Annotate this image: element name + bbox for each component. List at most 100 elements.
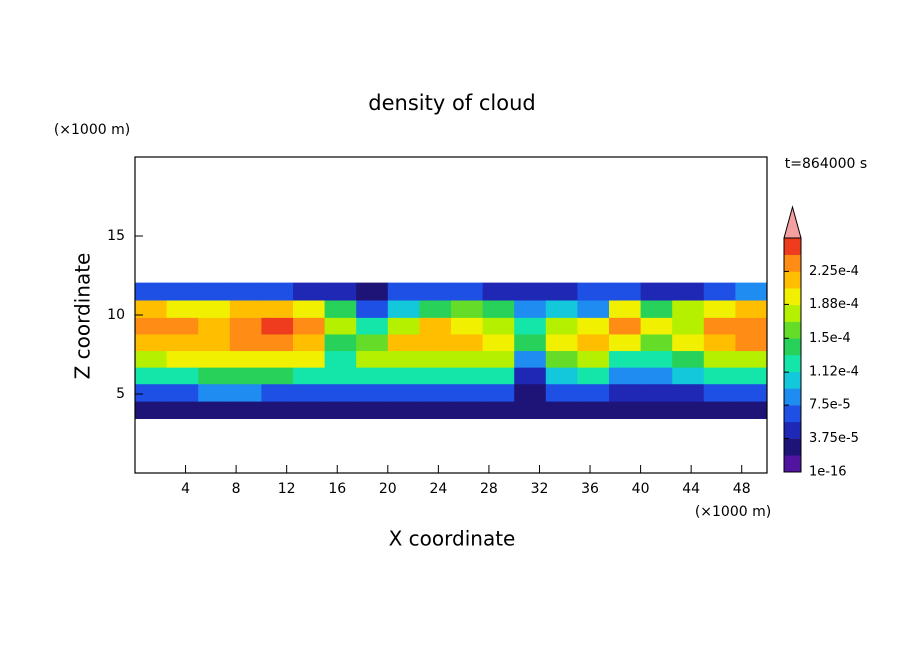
cell	[609, 299, 642, 318]
colorbar-extend	[783, 205, 802, 239]
cell	[735, 333, 768, 352]
cell	[324, 299, 357, 318]
colorbar-band	[784, 388, 801, 406]
cell	[482, 282, 515, 301]
colorbar-tick-label: 1.12e-4	[809, 365, 859, 380]
cell	[261, 383, 294, 402]
cell	[356, 317, 389, 335]
cell	[135, 299, 168, 318]
cell	[735, 383, 768, 402]
cell	[419, 333, 452, 352]
colorbar-band	[784, 421, 801, 439]
cell	[356, 383, 389, 402]
cell	[387, 383, 420, 402]
cell	[387, 401, 420, 419]
cell	[356, 333, 389, 352]
cell	[324, 282, 357, 301]
cell	[166, 401, 199, 419]
cell	[166, 282, 199, 301]
colorbar-band	[784, 371, 801, 389]
cell	[703, 350, 736, 368]
colorbar-band	[784, 321, 801, 339]
cell	[135, 333, 168, 352]
cell	[135, 350, 168, 368]
cell	[545, 367, 578, 385]
cell	[293, 333, 326, 352]
colorbar-band	[784, 355, 801, 373]
cell	[703, 282, 736, 301]
cell	[451, 333, 484, 352]
x-tick-label: 28	[480, 481, 498, 497]
cell	[735, 299, 768, 318]
cell	[640, 282, 673, 301]
cell	[387, 367, 420, 385]
cell	[419, 367, 452, 385]
cell	[419, 299, 452, 318]
cell	[356, 350, 389, 368]
cell	[703, 383, 736, 402]
cell	[293, 317, 326, 335]
cell	[261, 299, 294, 318]
cell	[135, 317, 168, 335]
cell	[356, 367, 389, 385]
cell	[672, 282, 705, 301]
cell	[609, 350, 642, 368]
cell	[261, 317, 294, 335]
x-tick-label: 20	[379, 481, 397, 497]
cell	[198, 367, 231, 385]
cell	[324, 383, 357, 402]
cell	[514, 282, 547, 301]
cell	[482, 401, 515, 419]
cell	[451, 383, 484, 402]
cell	[640, 383, 673, 402]
cell	[261, 350, 294, 368]
cell	[135, 401, 168, 419]
cell	[229, 401, 262, 419]
cell	[577, 333, 610, 352]
y-tick-label: 5	[116, 386, 125, 402]
cell	[387, 317, 420, 335]
cell	[577, 350, 610, 368]
cell	[166, 299, 199, 318]
cell	[609, 383, 642, 402]
x-tick-label: 32	[531, 481, 549, 497]
cell	[514, 317, 547, 335]
cell	[482, 383, 515, 402]
cell	[482, 367, 515, 385]
cell	[229, 350, 262, 368]
cell	[387, 333, 420, 352]
cell	[609, 401, 642, 419]
cell	[577, 367, 610, 385]
colorbar-tick-label: 1.88e-4	[809, 297, 859, 312]
x-tick-label: 4	[181, 481, 190, 497]
cell	[198, 383, 231, 402]
cell	[640, 333, 673, 352]
x-tick-label: 48	[733, 481, 751, 497]
cell	[198, 333, 231, 352]
cell	[577, 299, 610, 318]
cell	[419, 282, 452, 301]
cell	[451, 401, 484, 419]
cell	[545, 282, 578, 301]
colorbar-band	[784, 238, 801, 256]
cell	[229, 317, 262, 335]
cell	[293, 299, 326, 318]
x-tick-label: 8	[232, 481, 241, 497]
cell	[735, 401, 768, 419]
cell	[229, 282, 262, 301]
cell	[293, 350, 326, 368]
colorbar-tick-label: 2.25e-4	[809, 264, 859, 279]
y-axis-label: Z coordinate	[71, 253, 95, 380]
cell	[166, 383, 199, 402]
cell	[261, 282, 294, 301]
cell	[703, 333, 736, 352]
cell	[545, 317, 578, 335]
cell	[703, 401, 736, 419]
y-tick-label: 15	[107, 228, 125, 244]
cell	[261, 367, 294, 385]
cell	[482, 333, 515, 352]
cell	[293, 282, 326, 301]
cell	[672, 333, 705, 352]
cell	[609, 333, 642, 352]
cell	[198, 401, 231, 419]
